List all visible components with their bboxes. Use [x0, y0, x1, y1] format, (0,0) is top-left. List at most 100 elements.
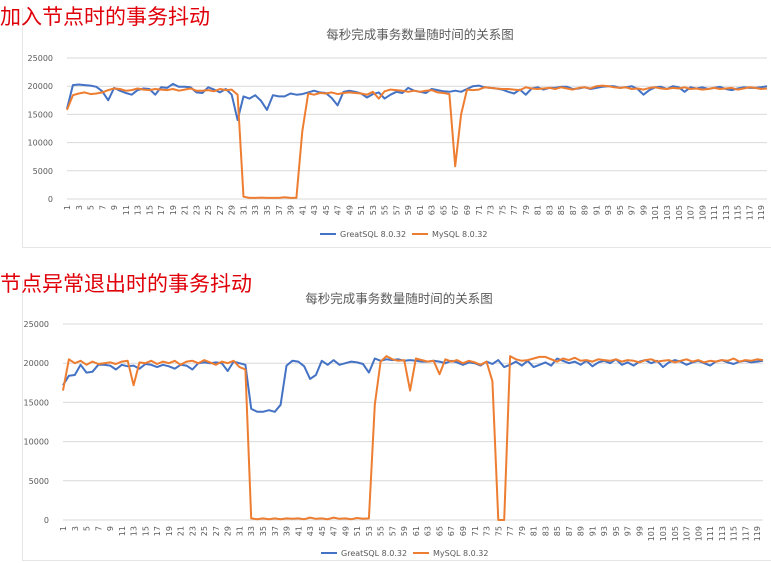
- y-tick-label: 10000: [24, 438, 49, 447]
- x-tick-label: 107: [683, 526, 692, 541]
- x-tick-label: 81: [534, 205, 543, 215]
- x-tick-label: 101: [647, 526, 656, 541]
- legend: GreatSQL 8.0.32 MySQL 8.0.32: [320, 230, 487, 239]
- x-tick-label: 109: [698, 205, 707, 220]
- x-tick-label: 15: [145, 205, 154, 215]
- x-tick-label: 99: [639, 205, 648, 215]
- x-tick-label: 69: [459, 526, 468, 536]
- x-tick-label: 87: [569, 205, 578, 215]
- x-tick-label: 61: [412, 526, 421, 536]
- legend-label: GreatSQL 8.0.32: [341, 549, 407, 558]
- x-tick-label: 21: [181, 205, 190, 215]
- x-tick-label: 23: [188, 526, 197, 536]
- x-tick-label: 117: [745, 205, 754, 220]
- line-chart-join: 每秒完成事务数量随时间的关系图 0 5000 10000 15000 20000 2500…: [28, 27, 768, 239]
- x-tick-label: 105: [671, 526, 680, 541]
- x-tick-label: 43: [306, 526, 315, 536]
- chart-panel-exit: 每秒完成事务数量随时间的关系图 0 5000 10000 15000 20000 2500…: [22, 280, 771, 561]
- section-heading-join: 加入节点时的事务抖动: [0, 5, 210, 29]
- y-tick-label: 25000: [24, 320, 49, 329]
- x-tick-label: 33: [247, 526, 256, 536]
- x-tick-label: 7: [94, 526, 103, 531]
- x-tick-label: 65: [439, 205, 448, 215]
- x-tick-label: 9: [110, 205, 119, 210]
- x-tick-label: 119: [753, 526, 762, 541]
- x-tick-label: 57: [392, 205, 401, 215]
- x-tick-label: 75: [494, 526, 503, 536]
- x-tick-label: 19: [169, 205, 178, 215]
- x-tick-label: 23: [192, 205, 201, 215]
- x-tick-label: 115: [734, 205, 743, 220]
- y-tick-label: 0: [48, 195, 53, 204]
- x-tick-label: 51: [353, 526, 362, 536]
- x-tick-label: 71: [475, 205, 484, 215]
- x-tick-label: 59: [404, 205, 413, 215]
- x-tick-label: 39: [283, 526, 292, 536]
- x-tick-label: 19: [165, 526, 174, 536]
- x-tick-label: 45: [322, 205, 331, 215]
- x-tick-label: 65: [435, 526, 444, 536]
- x-tick-label: 79: [518, 526, 527, 536]
- x-tick-label: 47: [330, 526, 339, 536]
- chart-panel-join: 每秒完成事务数量随时间的关系图 0 5000 10000 15000 20000 2500…: [22, 8, 771, 248]
- x-tick-label: 113: [718, 526, 727, 541]
- x-tick-label: 53: [369, 205, 378, 215]
- section-heading-exit: 节点异常退出时的事务抖动: [0, 272, 252, 296]
- x-tick-label: 101: [651, 205, 660, 220]
- x-tick-label: 31: [235, 526, 244, 536]
- x-tick-label: 73: [483, 526, 492, 536]
- y-tick-label: 20000: [24, 359, 49, 368]
- x-tick-label: 111: [710, 205, 719, 220]
- x-tick-label: 97: [624, 526, 633, 536]
- x-tick-label: 11: [122, 205, 131, 215]
- x-tick-label: 47: [334, 205, 343, 215]
- y-tick-label: 20000: [28, 82, 53, 91]
- chart-title: 每秒完成事务数量随时间的关系图: [326, 27, 514, 42]
- y-tick-labels: 0 5000 10000 15000 20000 25000: [28, 54, 53, 204]
- x-tick-label: 89: [581, 205, 590, 215]
- x-tick-label: 83: [545, 205, 554, 215]
- x-tick-label: 63: [424, 526, 433, 536]
- x-tick-label: 109: [694, 526, 703, 541]
- y-tick-label: 15000: [24, 398, 49, 407]
- y-tick-label: 10000: [28, 139, 53, 148]
- x-tick-label: 115: [730, 526, 739, 541]
- x-tick-label: 91: [592, 205, 601, 215]
- series-line: [62, 357, 764, 413]
- x-tick-label: 83: [541, 526, 550, 536]
- y-tick-label: 25000: [28, 54, 53, 63]
- x-tick-label: 103: [663, 205, 672, 220]
- x-tick-label: 25: [204, 205, 213, 215]
- x-tick-label: 29: [224, 526, 233, 536]
- x-tick-label: 59: [400, 526, 409, 536]
- x-tick-label: 99: [635, 526, 644, 536]
- x-tick-label: 11: [118, 526, 127, 536]
- x-tick-label: 117: [741, 526, 750, 541]
- x-tick-label: 27: [216, 205, 225, 215]
- x-tick-label: 25: [200, 526, 209, 536]
- x-tick-label: 51: [357, 205, 366, 215]
- x-tick-label: 85: [557, 205, 566, 215]
- x-tick-label: 41: [298, 205, 307, 215]
- x-tick-label: 37: [271, 526, 280, 536]
- y-tick-labels: 0 5000 10000 15000 20000 25000: [24, 320, 49, 525]
- x-tick-label: 7: [98, 205, 107, 210]
- x-tick-label: 29: [228, 205, 237, 215]
- x-tick-label: 13: [130, 526, 139, 536]
- x-tick-label: 95: [616, 205, 625, 215]
- x-tick-label: 57: [388, 526, 397, 536]
- chart-title: 每秒完成事务数量随时间的关系图: [305, 291, 493, 306]
- x-tick-label: 77: [506, 526, 515, 536]
- x-tick-label: 97: [628, 205, 637, 215]
- x-tick-label: 41: [294, 526, 303, 536]
- x-tick-labels: 1 3 5 7 9 11 13 15 17 19 21 23 25 27 29 31 33 35 37 39 41 43 4…: [59, 526, 762, 541]
- series-line: [66, 84, 768, 199]
- x-tick-label: 21: [177, 526, 186, 536]
- legend: GreatSQL 8.0.32 MySQL 8.0.32: [321, 549, 488, 558]
- x-tick-label: 95: [612, 526, 621, 536]
- x-tick-label: 71: [471, 526, 480, 536]
- x-tick-label: 73: [487, 205, 496, 215]
- x-tick-label: 69: [463, 205, 472, 215]
- x-tick-label: 107: [687, 205, 696, 220]
- y-tick-label: 0: [44, 516, 49, 525]
